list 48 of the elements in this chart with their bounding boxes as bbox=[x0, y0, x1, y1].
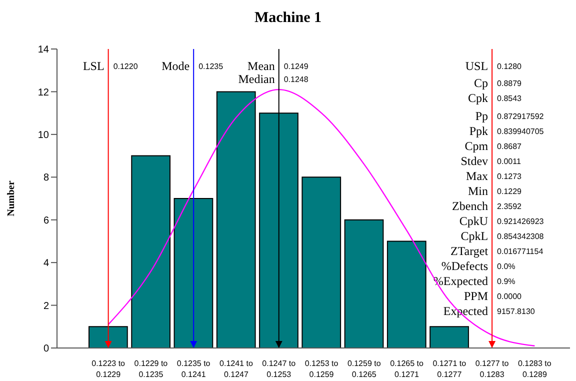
annotation: Cpm 0.8687 bbox=[464, 139, 522, 153]
ref-line-label: USL 0.1280 bbox=[465, 59, 522, 73]
x-tick-label: 0.1259 to 0.1265 bbox=[347, 359, 382, 379]
ref-line-label: Mean 0.1249 bbox=[248, 59, 309, 73]
chart-title: Machine 1 bbox=[254, 10, 322, 26]
bar bbox=[344, 219, 384, 348]
x-tick-label: 0.1241 to 0.1247 bbox=[220, 359, 254, 379]
bar bbox=[430, 326, 469, 348]
annotation: ZTarget 0.016771154 bbox=[450, 244, 544, 258]
x-tick-label: 0.1265 to 0.1271 bbox=[390, 359, 424, 379]
y-tick-label: 2 bbox=[43, 300, 50, 312]
annotation: Min 0.1229 bbox=[468, 184, 522, 198]
x-tick-label: 0.1253 to 0.1259 bbox=[304, 359, 339, 379]
y-tick-label: 0 bbox=[43, 344, 50, 355]
y-tick-label: 14 bbox=[38, 44, 50, 56]
x-tick-label: 0.1223 to 0.1229 bbox=[92, 359, 126, 379]
ref-line-label: Mode 0.1235 bbox=[162, 59, 224, 73]
y-tick-label: 8 bbox=[43, 172, 50, 184]
annotation: Pp 0.872917592 bbox=[475, 109, 544, 123]
annotation: CpkU 0.921426923 bbox=[459, 214, 544, 228]
annotation: Stdev 0.0011 bbox=[460, 154, 522, 168]
ref-line-label: LSL 0.1220 bbox=[82, 59, 138, 73]
bar bbox=[386, 240, 426, 348]
y-tick-label: 4 bbox=[43, 258, 50, 270]
annotation: Max 0.1273 bbox=[466, 169, 522, 183]
y-tick-label: 6 bbox=[43, 215, 50, 226]
bar bbox=[302, 176, 342, 348]
x-tick-label: 0.1271 to 0.1277 bbox=[432, 359, 467, 379]
x-tick-label: 0.1235 to 0.1241 bbox=[176, 359, 211, 379]
annotation: Cp 0.8879 bbox=[474, 76, 522, 90]
annotation: PPM 0.0000 bbox=[464, 289, 522, 303]
x-tick-label: 0.1247 to 0.1253 bbox=[262, 359, 296, 379]
bar bbox=[88, 326, 128, 348]
annotation: Cpk 0.8543 bbox=[468, 91, 522, 105]
bar bbox=[174, 198, 214, 348]
annotation: %Defects 0.0% bbox=[441, 259, 516, 273]
x-tick-label: 0.1229 to 0.1235 bbox=[134, 359, 168, 379]
bar bbox=[216, 91, 256, 348]
y-axis-title: Number bbox=[6, 180, 17, 216]
x-tick-label: 0.1277 to 0.1283 bbox=[475, 359, 510, 379]
x-tick-label: 0.1283 to 0.1289 bbox=[518, 359, 552, 379]
bar bbox=[131, 155, 171, 348]
annotation: Zbench 2.3592 bbox=[452, 199, 522, 213]
y-tick-label: 12 bbox=[38, 87, 50, 98]
annotation: CpkL 0.854342308 bbox=[460, 229, 544, 243]
annotation: Median 0.1248 bbox=[238, 72, 309, 86]
annotation: Ppk 0.839940705 bbox=[469, 124, 544, 138]
y-tick-label: 10 bbox=[38, 130, 50, 141]
